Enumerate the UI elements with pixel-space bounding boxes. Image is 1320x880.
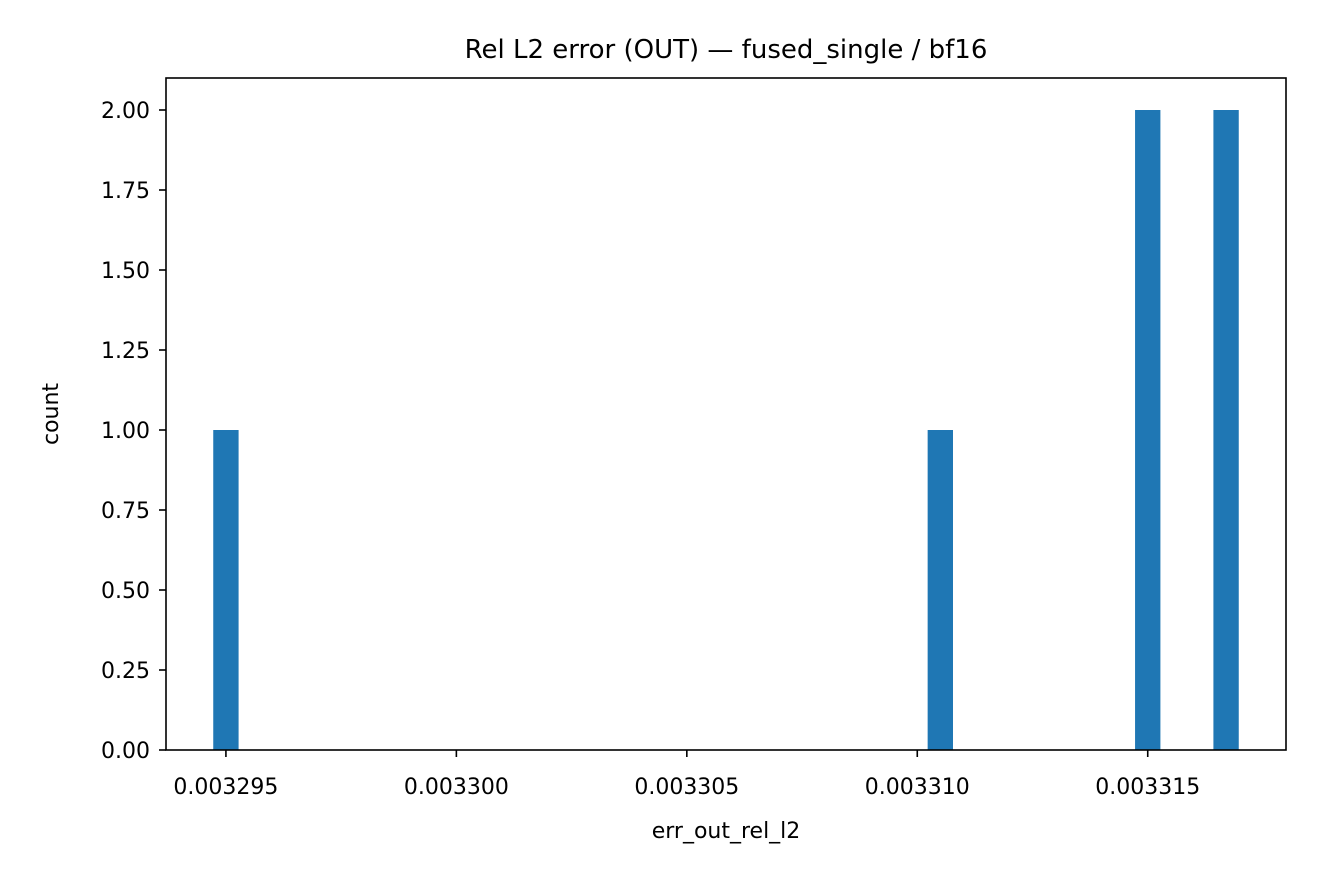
y-tick-label-8: 2.00 [101,99,150,124]
x-tick-label-0: 0.003295 [173,775,278,800]
y-axis-label: count [39,383,64,445]
y-tick-label-2: 0.50 [101,579,150,604]
bars-group [213,110,1239,750]
bar-2 [1135,110,1161,750]
x-axis-label: err_out_rel_l2 [652,819,801,844]
y-tick-label-7: 1.75 [101,179,150,204]
y-tick-label-1: 0.25 [101,659,150,684]
x-tick-label-1: 0.003300 [404,775,509,800]
y-tick-label-5: 1.25 [101,339,150,364]
y-tick-label-3: 0.75 [101,499,150,524]
x-tick-label-3: 0.003310 [865,775,970,800]
x-tick-label-4: 0.003315 [1095,775,1200,800]
y-tick-label-6: 1.50 [101,259,150,284]
plot-frame [165,77,1287,751]
bar-0 [213,430,239,750]
x-axis-ticks: 0.003295 0.003300 0.003305 0.003310 0.003315 [173,750,1200,800]
bar-3 [1213,110,1239,750]
bar-1 [927,430,953,750]
chart-title: Rel L2 error (OUT) — fused_single / bf16 [465,35,988,65]
y-tick-label-4: 1.00 [101,419,150,444]
y-tick-label-0: 0.00 [101,739,150,764]
y-axis-ticks: 0.00 0.25 0.50 0.75 1.00 1.25 1.50 1.75 2.00 [101,99,166,764]
x-tick-label-2: 0.003305 [634,775,739,800]
